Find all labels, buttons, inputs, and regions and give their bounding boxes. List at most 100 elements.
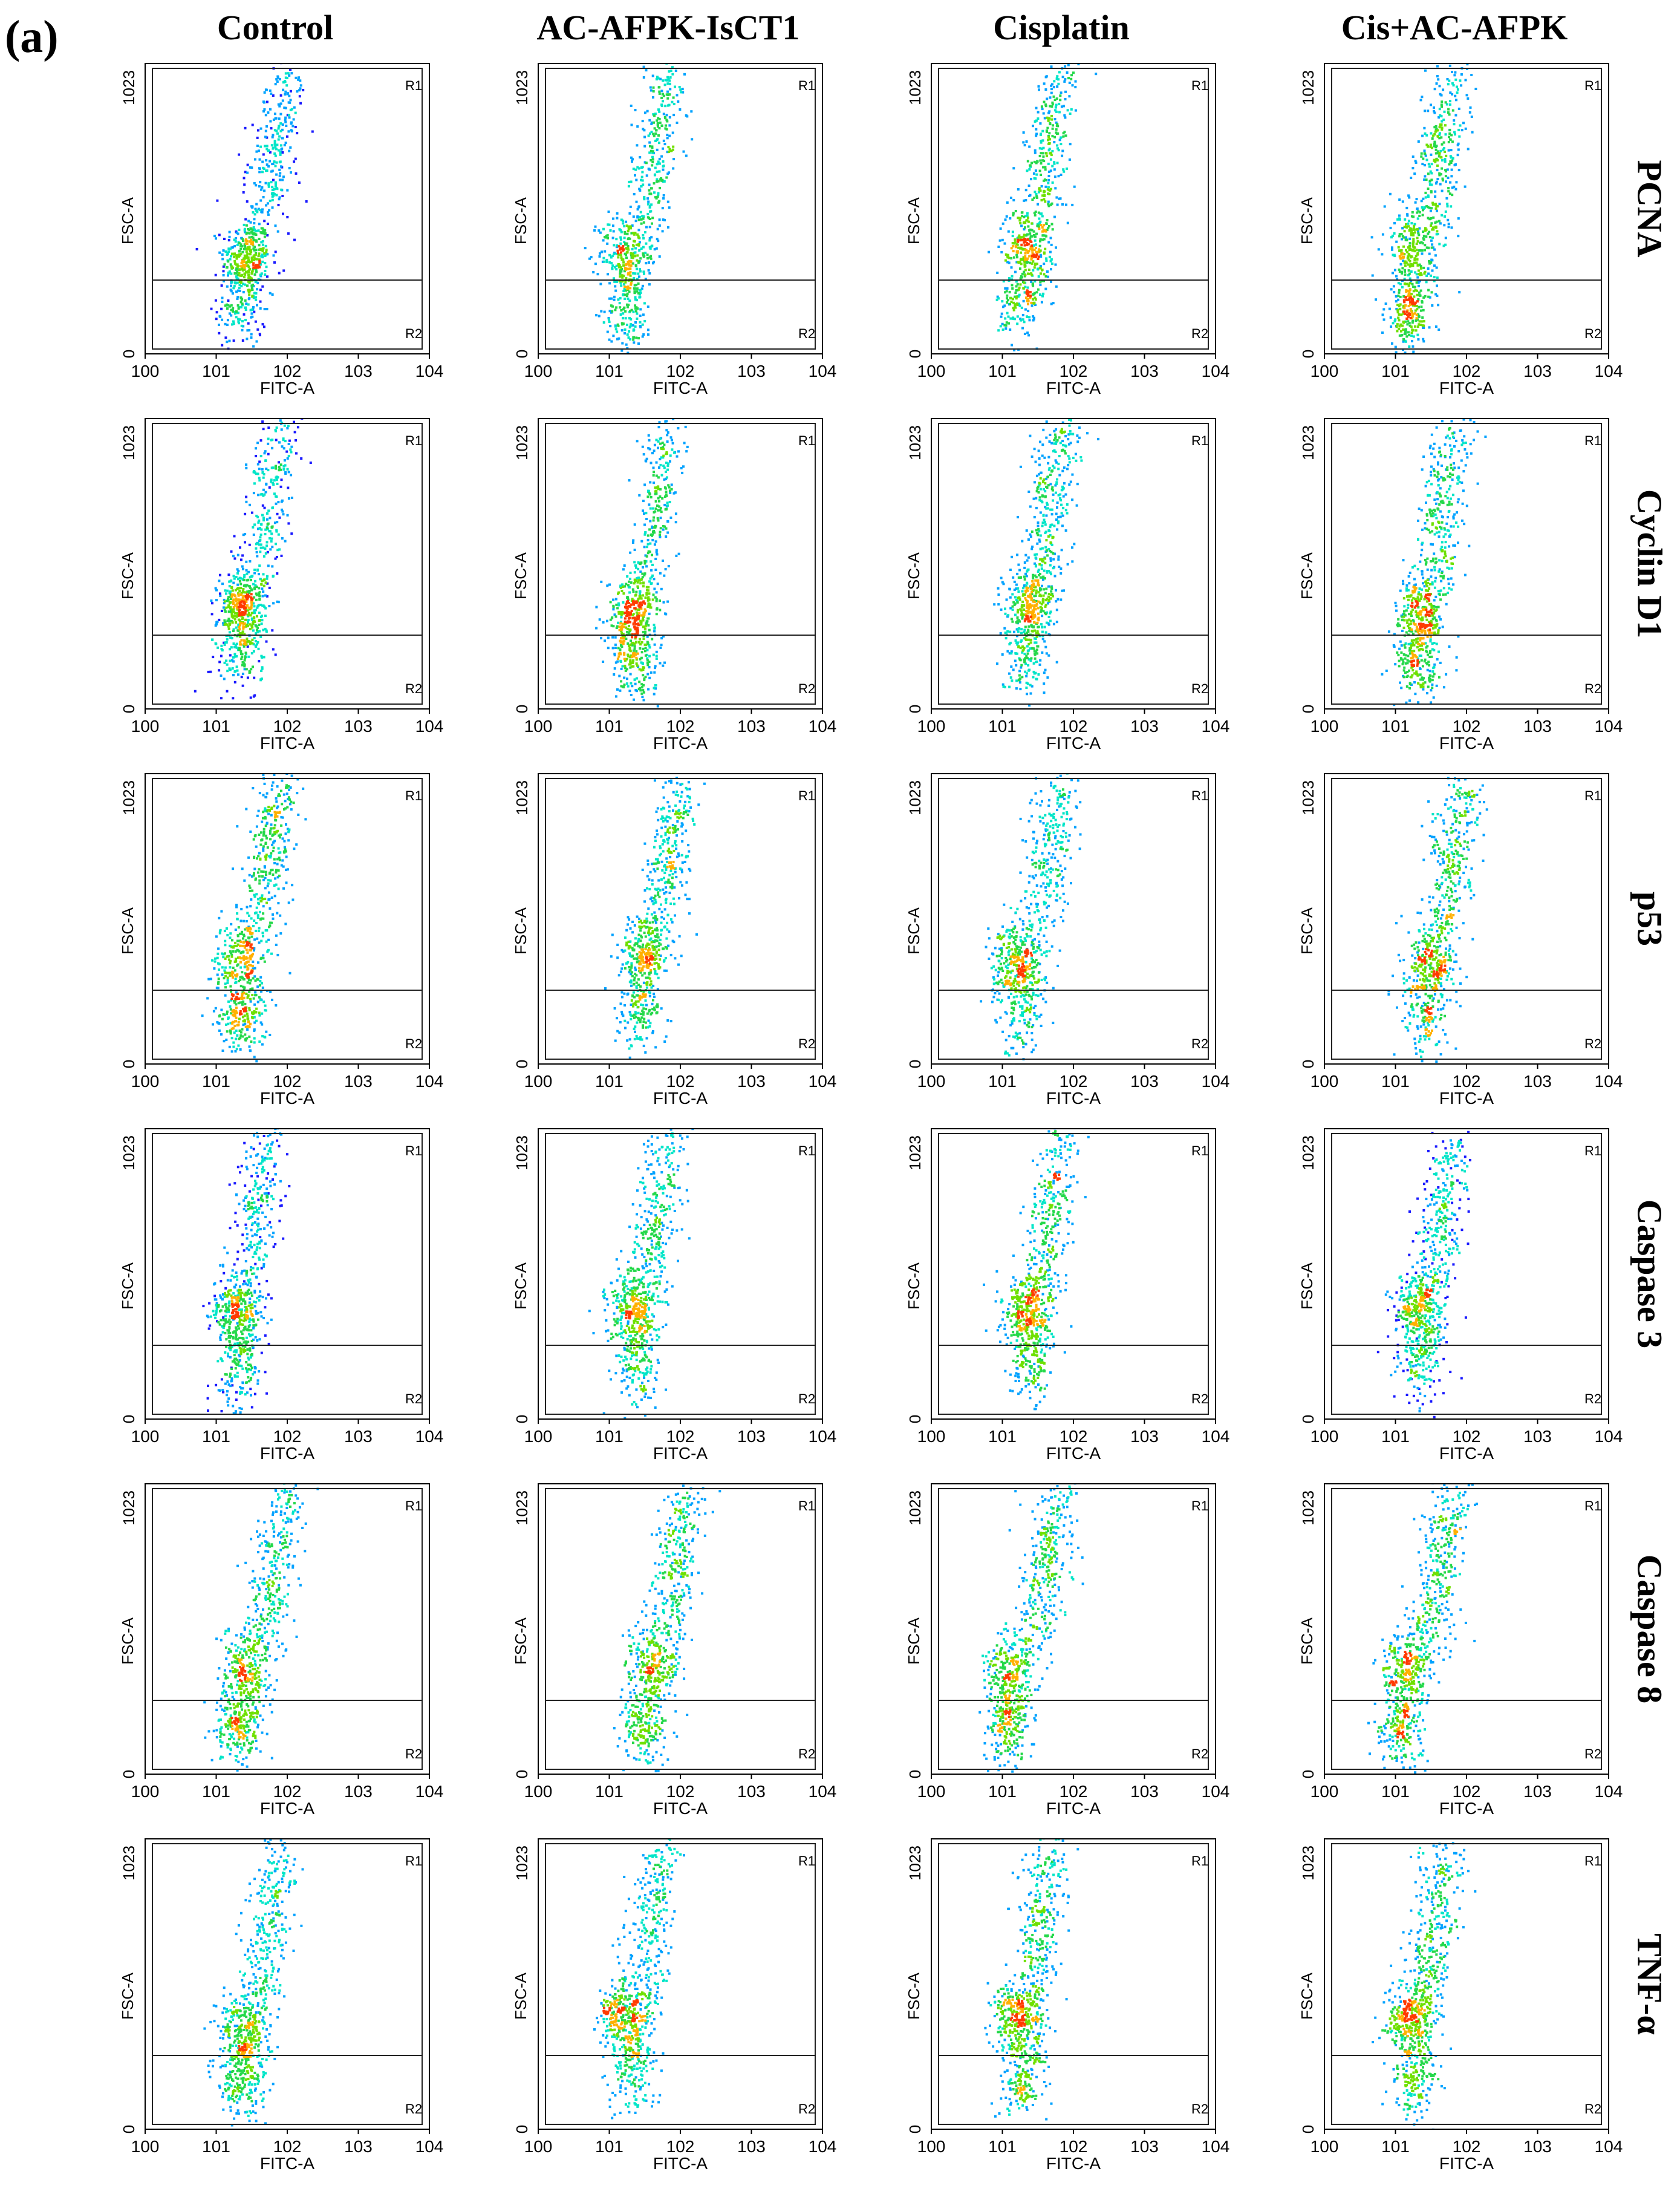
event-dot bbox=[1430, 153, 1433, 156]
event-dot bbox=[266, 550, 269, 553]
event-dot bbox=[656, 607, 659, 610]
event-dot bbox=[229, 590, 232, 593]
event-dot bbox=[1067, 438, 1070, 440]
event-dot bbox=[1048, 466, 1051, 469]
event-dot bbox=[651, 553, 653, 556]
event-dot bbox=[645, 162, 648, 165]
event-dot bbox=[262, 428, 265, 431]
event-dot bbox=[248, 613, 251, 616]
event-dots bbox=[1370, 64, 1477, 354]
event-dot bbox=[1391, 234, 1394, 237]
event-dot bbox=[250, 603, 253, 606]
event-dot bbox=[233, 310, 236, 313]
event-dot bbox=[1038, 147, 1041, 150]
event-dot bbox=[604, 236, 607, 239]
event-dot bbox=[656, 238, 659, 241]
event-dot bbox=[1050, 88, 1053, 91]
event-dot bbox=[289, 90, 292, 93]
event-dot bbox=[1002, 685, 1005, 688]
event-dot bbox=[1402, 245, 1405, 248]
event-dot bbox=[223, 641, 226, 644]
event-dot bbox=[1431, 304, 1434, 307]
event-dot bbox=[1463, 185, 1467, 188]
event-dot bbox=[263, 252, 266, 255]
event-dot bbox=[651, 74, 654, 77]
event-dot bbox=[612, 598, 615, 601]
event-dot bbox=[1415, 161, 1418, 164]
event-dot bbox=[245, 560, 248, 563]
event-dot bbox=[1399, 295, 1402, 298]
event-dot bbox=[241, 238, 244, 241]
event-dot bbox=[1061, 514, 1064, 517]
event-dot bbox=[274, 145, 277, 148]
event-dot bbox=[241, 565, 244, 568]
event-dot bbox=[275, 194, 278, 197]
event-dot bbox=[654, 132, 657, 135]
event-dot bbox=[265, 640, 268, 643]
event-dot bbox=[1043, 273, 1046, 276]
event-dot bbox=[632, 659, 635, 662]
event-dot bbox=[265, 169, 268, 172]
event-dot bbox=[1420, 200, 1423, 203]
event-dot bbox=[1438, 108, 1441, 111]
event-dot bbox=[213, 235, 216, 238]
event-dot bbox=[645, 593, 648, 596]
event-dot bbox=[248, 623, 251, 626]
event-dot bbox=[260, 654, 263, 658]
event-dot bbox=[1050, 154, 1053, 157]
event-dot bbox=[603, 260, 606, 263]
event-dot bbox=[273, 521, 276, 524]
event-dot bbox=[258, 266, 261, 269]
event-dot bbox=[1430, 222, 1433, 225]
event-dot bbox=[622, 220, 625, 223]
event-dot bbox=[685, 154, 688, 157]
event-dot bbox=[292, 118, 295, 121]
event-dot bbox=[1026, 294, 1029, 297]
event-dot bbox=[613, 253, 616, 256]
event-dot bbox=[264, 181, 267, 184]
panel-label: (a) bbox=[5, 11, 59, 62]
event-dot bbox=[654, 510, 657, 513]
event-dot bbox=[691, 138, 694, 141]
event-dot bbox=[247, 273, 250, 276]
event-dot bbox=[646, 596, 650, 599]
event-dot bbox=[651, 217, 654, 220]
event-dot bbox=[1046, 611, 1048, 614]
event-dot bbox=[1004, 317, 1007, 320]
event-dot bbox=[1058, 111, 1061, 114]
event-dot bbox=[635, 178, 638, 181]
event-dot bbox=[625, 601, 628, 604]
event-dot bbox=[1382, 318, 1385, 321]
event-dot bbox=[289, 108, 292, 111]
event-dot bbox=[1449, 155, 1452, 158]
event-dot bbox=[261, 285, 264, 288]
event-dot bbox=[644, 676, 647, 679]
event-dot bbox=[277, 501, 280, 504]
event-dot bbox=[253, 222, 256, 224]
event-dot bbox=[1061, 203, 1064, 206]
event-dot bbox=[1050, 573, 1052, 576]
event-dot bbox=[1018, 219, 1021, 222]
event-dot bbox=[679, 108, 682, 111]
event-dot bbox=[1023, 221, 1026, 224]
event-dot bbox=[666, 600, 669, 603]
event-dot bbox=[1429, 170, 1432, 173]
event-dot bbox=[1070, 419, 1072, 422]
event-dot bbox=[1052, 499, 1055, 502]
event-dot bbox=[225, 606, 228, 609]
event-dot bbox=[660, 511, 663, 514]
event-dot bbox=[260, 211, 263, 214]
event-dot bbox=[1010, 301, 1013, 303]
event-dot bbox=[1023, 263, 1026, 266]
event-dot bbox=[672, 145, 675, 148]
event-dot bbox=[253, 609, 256, 612]
event-dot bbox=[619, 253, 622, 256]
event-dot bbox=[240, 658, 243, 661]
event-dot bbox=[252, 226, 255, 229]
event-dot bbox=[1043, 518, 1046, 521]
event-dot bbox=[228, 339, 231, 342]
event-dot bbox=[210, 307, 213, 310]
event-dot bbox=[1392, 285, 1395, 288]
event-dot bbox=[1068, 412, 1070, 414]
event-dot bbox=[1430, 103, 1432, 106]
